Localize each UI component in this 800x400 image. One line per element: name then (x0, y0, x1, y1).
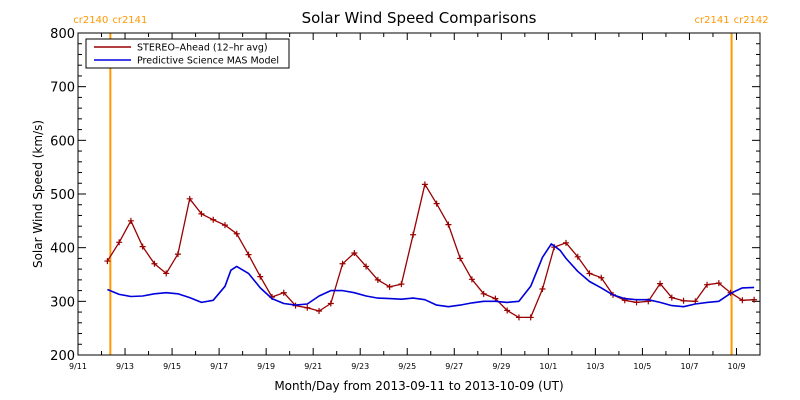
data-point-marker (351, 250, 358, 257)
legend-box (85, 38, 290, 69)
data-point-marker (386, 283, 393, 290)
x-tick-label: 9/11 (69, 362, 87, 371)
data-point-marker (480, 290, 487, 297)
data-point-marker (339, 260, 346, 267)
data-point-marker (116, 239, 123, 246)
data-point-marker (598, 274, 605, 281)
legend-label-stereo: STEREO–Ahead (12–hr avg) (137, 43, 268, 54)
data-point-marker (257, 273, 264, 280)
carrington-markers: cr2140 cr2141 cr2141 cr2142 (73, 15, 769, 355)
x-tick-label: 9/29 (492, 362, 510, 371)
data-point-marker (715, 280, 722, 287)
y-tick-label: 300 (50, 295, 75, 310)
data-point-marker (104, 258, 111, 265)
data-point-marker (657, 280, 664, 287)
x-axis: 9/11 9/13 9/15 9/17 9/19 9/21 9/23 9/25 9/27 9/29… (69, 33, 761, 371)
data-point-marker (751, 296, 758, 303)
data-point-marker (574, 253, 581, 260)
x-tick-label: 9/19 (257, 362, 275, 371)
data-point-marker (210, 216, 217, 223)
data-point-marker (363, 263, 370, 270)
chart-title: Solar Wind Speed Comparisons (302, 9, 537, 27)
y-tick-label: 500 (50, 188, 75, 203)
x-tick-label: 10/7 (680, 362, 698, 371)
data-point-marker (374, 276, 381, 283)
x-tick-label: 9/21 (304, 362, 322, 371)
data-point-marker (398, 281, 405, 288)
data-point-marker (139, 243, 146, 250)
data-point-marker (245, 251, 252, 258)
data-point-marker (186, 195, 193, 202)
carrington-label-left: cr2141 (695, 15, 730, 26)
x-tick-label: 10/1 (539, 362, 557, 371)
data-point-marker (316, 307, 323, 314)
data-point-marker (280, 289, 287, 296)
y-tick-label: 700 (50, 81, 75, 96)
x-tick-label: 9/13 (116, 362, 134, 371)
y-tick-label: 800 (50, 27, 75, 42)
x-tick-label: 9/27 (445, 362, 463, 371)
x-tick-label: 10/3 (586, 362, 604, 371)
legend: STEREO–Ahead (12–hr avg) Predictive Scie… (85, 38, 290, 69)
data-point-marker (515, 314, 522, 321)
carrington-label-left: cr2140 (73, 15, 108, 26)
carrington-label-right: cr2141 (112, 15, 147, 26)
data-point-marker (680, 297, 687, 304)
x-tick-label: 9/25 (398, 362, 416, 371)
data-point-marker (433, 200, 440, 207)
y-tick-label: 400 (50, 242, 75, 257)
data-point-marker (527, 314, 534, 321)
data-point-marker (410, 231, 417, 238)
data-point-marker (457, 255, 464, 262)
carrington-label-right: cr2142 (734, 15, 769, 26)
x-tick-label: 10/5 (633, 362, 651, 371)
data-point-marker (704, 281, 711, 288)
data-point-marker (739, 297, 746, 304)
data-point-marker (233, 230, 240, 237)
x-axis-label: Month/Day from 2013-09-11 to 2013-10-09 … (274, 379, 563, 393)
series-layer (104, 181, 758, 321)
y-axis: 200 300 400 500 600 700 800 (50, 27, 760, 364)
y-tick-label: 600 (50, 134, 75, 149)
x-tick-label: 9/23 (351, 362, 369, 371)
x-tick-label: 10/9 (727, 362, 745, 371)
legend-label-mas: Predictive Science MAS Model (137, 56, 279, 67)
data-point-marker (198, 210, 205, 217)
data-point-marker (562, 239, 569, 246)
data-point-marker (539, 285, 546, 292)
series-line-1 (107, 243, 755, 308)
x-tick-label: 9/17 (210, 362, 228, 371)
y-tick-label: 200 (50, 349, 75, 364)
data-point-marker (127, 217, 134, 224)
data-point-marker (163, 270, 170, 277)
data-point-marker (151, 260, 158, 267)
data-point-marker (421, 181, 428, 188)
data-point-marker (221, 222, 228, 229)
data-point-marker (445, 221, 452, 228)
data-point-marker (174, 251, 181, 258)
data-point-marker (468, 276, 475, 283)
data-point-marker (504, 307, 511, 314)
data-point-marker (586, 270, 593, 277)
data-point-marker (327, 300, 334, 307)
data-point-marker (668, 294, 675, 301)
x-tick-label: 9/15 (163, 362, 181, 371)
y-axis-label: Solar Wind Speed (km/s) (31, 120, 45, 268)
data-point-marker (304, 304, 311, 311)
